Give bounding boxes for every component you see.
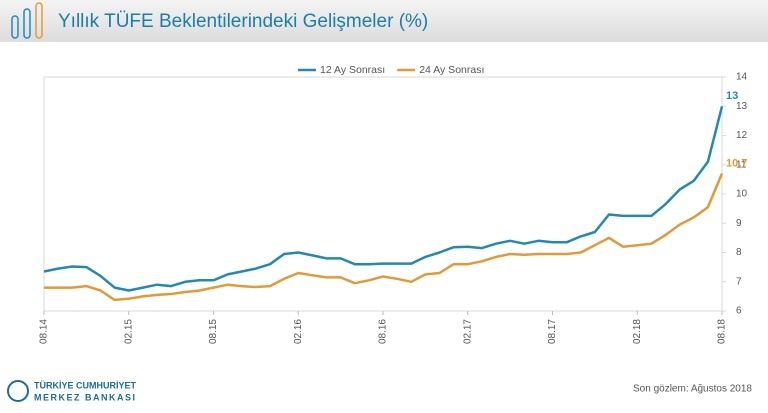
y-tick-label: 11: [736, 159, 747, 170]
note: Son gözlem: Ağustos 2018: [633, 384, 752, 395]
y-tick-label: 13: [736, 101, 748, 112]
y-tick-label: 8: [736, 247, 742, 258]
x-tick-label: 02.17: [462, 319, 473, 344]
x-tick-label: 08.17: [547, 319, 558, 344]
x-tick-label: 08.14: [39, 319, 50, 344]
logo-bar: [35, 2, 43, 39]
logo-bar: [11, 15, 19, 39]
x-tick-label: 02.18: [632, 319, 643, 344]
end-label: 13: [726, 90, 738, 102]
y-tick-label: 10: [736, 189, 748, 200]
bank-logo: [7, 380, 29, 402]
header-bar: [0, 0, 768, 42]
y-tick-label: 9: [736, 218, 742, 229]
y-tick-label: 7: [736, 276, 742, 287]
x-tick-label: 08.18: [717, 319, 728, 344]
x-tick-label: 08.16: [378, 319, 389, 344]
legend-label: 24 Ay Sonrası: [419, 64, 484, 76]
y-tick-label: 6: [736, 306, 742, 317]
series-line: [43, 105, 724, 292]
logo-bar: [23, 8, 31, 39]
y-tick-label: 12: [736, 130, 748, 141]
bank-name: MERKEZ BANKASI: [34, 392, 137, 402]
y-tick-label: 14: [736, 72, 748, 83]
title: Yıllık TÜFE Beklentilerindeki Gelişmeler…: [58, 11, 428, 32]
series-line: [44, 173, 724, 302]
legend-label: 12 Ay Sonrası: [320, 64, 385, 76]
x-tick-label: 02.16: [293, 319, 304, 344]
x-tick-label: 02.15: [123, 319, 134, 344]
x-tick-label: 08.15: [208, 319, 219, 344]
bank-name: TÜRKİYE CUMHURİYET: [34, 380, 137, 390]
end-label: 10,7: [726, 157, 747, 169]
